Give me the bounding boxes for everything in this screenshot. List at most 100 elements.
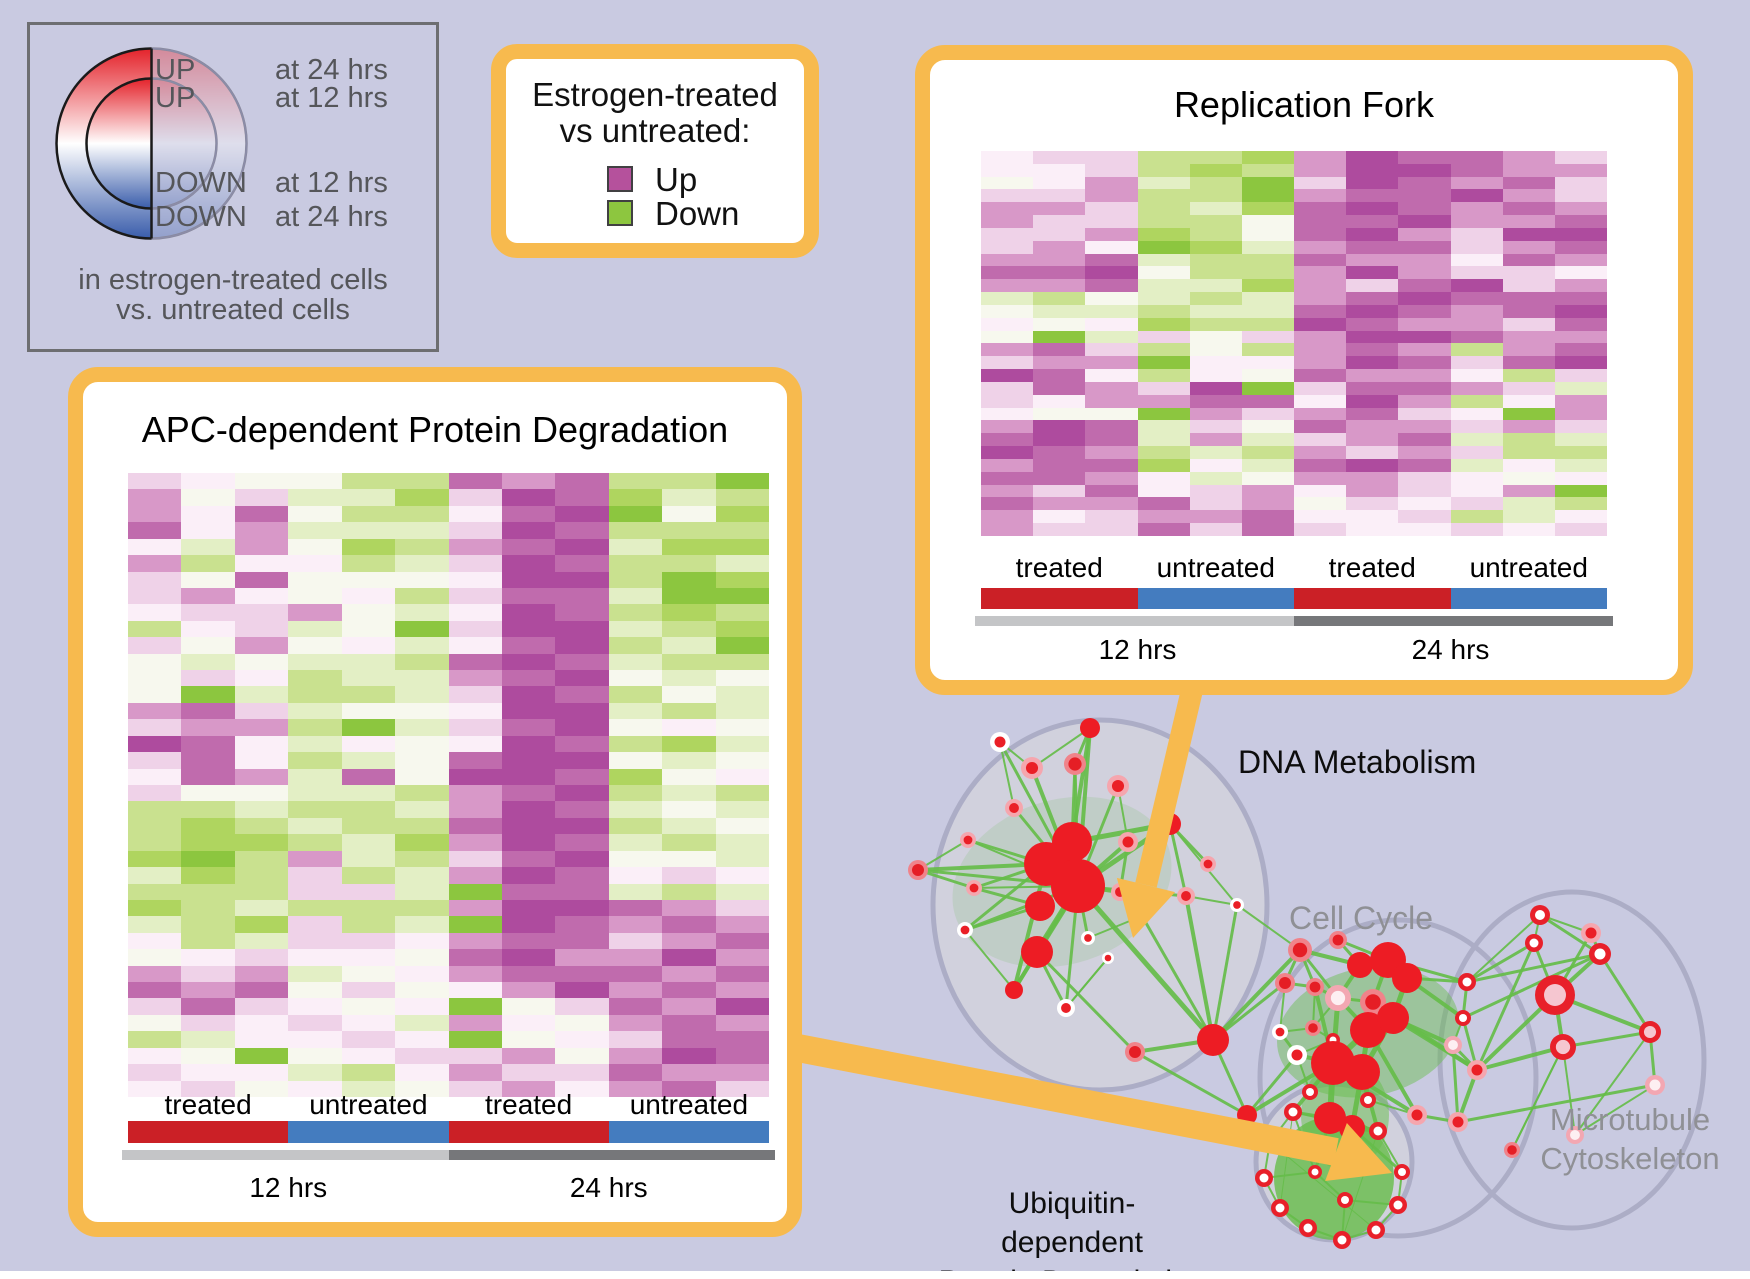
heatmap-cell	[1450, 266, 1503, 280]
heatmap-cell	[1398, 330, 1451, 344]
heatmap-cell	[1346, 304, 1399, 318]
cluster-ellipse	[1437, 889, 1707, 1231]
heatmap-cell	[1554, 215, 1607, 228]
network-node-core	[1111, 779, 1125, 793]
heatmap-cell	[555, 982, 609, 999]
heatmap-cell	[395, 1047, 449, 1065]
network-node-core	[1292, 942, 1308, 958]
heatmap-cell	[1137, 458, 1190, 472]
heatmap-cell	[1294, 317, 1347, 331]
heatmap-cell	[1241, 292, 1294, 305]
heatmap-cell	[1294, 523, 1347, 536]
heatmap-cell	[501, 670, 556, 687]
heatmap-cell	[1502, 523, 1555, 536]
heatmap-cell	[1241, 253, 1294, 267]
heatmap-cell	[1346, 151, 1399, 164]
heatmap-cell	[395, 965, 449, 983]
heatmap-cell	[715, 637, 769, 654]
apc-condition-labels: treated untreated treated untreated	[128, 1090, 769, 1120]
heatmap-cell	[288, 1031, 342, 1048]
heatmap-cell	[501, 1064, 556, 1081]
heatmap-cell	[341, 982, 396, 999]
heatmap-cell	[1398, 497, 1451, 511]
apc-title: APC-dependent Protein Degradation	[141, 409, 729, 450]
heatmap-cell	[448, 801, 502, 818]
network-node-core	[1181, 891, 1191, 901]
heatmap-cell	[1137, 369, 1190, 382]
heatmap-cell	[608, 604, 663, 621]
legend-at-12: at 12 hrs	[275, 82, 388, 114]
network-node	[1344, 1054, 1380, 1090]
network-node-core	[1364, 1096, 1372, 1104]
heatmap-cell	[234, 587, 289, 605]
heatmap-cell	[448, 982, 502, 999]
heatmap-cell	[1085, 471, 1138, 485]
heatmap-cell	[1502, 394, 1555, 408]
heatmap-cell	[1294, 381, 1347, 395]
heatmap-cell	[288, 916, 342, 933]
network-node	[1197, 1024, 1229, 1056]
heatmap-cell	[1398, 189, 1451, 203]
condition-bar-segment	[981, 588, 1138, 609]
heatmap-cell	[1398, 420, 1451, 434]
heatmap-cell	[288, 867, 342, 884]
heatmap-cell	[555, 555, 609, 572]
heatmap-cell	[1294, 266, 1347, 280]
heatmap-cell	[981, 176, 1034, 190]
heatmap-cell	[288, 670, 342, 687]
heatmap-cell	[1189, 369, 1242, 382]
condition-label: treated	[1015, 552, 1103, 583]
network-node-core	[1341, 1196, 1349, 1204]
heatmap-cell	[608, 489, 663, 506]
heatmap-cell	[1189, 266, 1242, 280]
legend-at-24: at 24 hrs	[275, 54, 388, 86]
heatmap-cell	[981, 304, 1034, 318]
heatmap-cell	[288, 538, 342, 556]
heatmap-cell	[715, 538, 769, 556]
heatmap-cell	[181, 998, 235, 1015]
heatmap-cell	[981, 407, 1034, 421]
network-node-core	[1308, 1023, 1318, 1033]
heatmap-cell	[448, 883, 502, 900]
heatmap-cell	[448, 834, 502, 851]
network-node	[1347, 952, 1373, 978]
heatmap-cell	[181, 932, 235, 950]
heatmap-cell	[288, 785, 342, 802]
heatmap-cell	[448, 637, 502, 654]
heatmap-cell	[1241, 497, 1294, 511]
heatmap-cell	[1137, 381, 1190, 395]
heatmap-cell	[981, 394, 1034, 408]
heatmap-cell	[715, 899, 769, 917]
legend-down-12: DOWN	[155, 167, 247, 199]
heatmap-cell	[981, 458, 1034, 472]
heatmap-cell	[181, 949, 235, 966]
heatmap-cell	[608, 1064, 663, 1081]
heatmap-cell	[1137, 343, 1190, 357]
heatmap-cell	[234, 1014, 289, 1032]
heatmap-cell	[501, 653, 556, 671]
network-edge	[1598, 953, 1652, 1033]
network-edge	[1035, 950, 1137, 1054]
heatmap-cell	[1502, 471, 1555, 485]
time-bar-segment	[975, 616, 1294, 626]
heatmap-cell	[1398, 253, 1451, 267]
heatmap-cell	[1502, 356, 1555, 370]
heatmap-cell	[128, 604, 182, 621]
heatmap-cell	[181, 719, 235, 736]
heatmap-cell	[555, 850, 609, 868]
heatmap-cell	[501, 982, 556, 999]
heatmap-cell	[288, 949, 342, 966]
heatmap-cell	[555, 702, 609, 720]
network-node-core	[1337, 1235, 1347, 1245]
heatmap-cell	[1085, 240, 1138, 254]
heatmap-cell	[1398, 369, 1451, 382]
heatmap-cell	[448, 538, 502, 556]
heatmap-cell	[1241, 433, 1294, 447]
heatmap-cell	[128, 834, 182, 851]
heatmap-cell	[1450, 330, 1503, 344]
time-label: 24 hrs	[1411, 634, 1490, 665]
apc-panel: APC-dependent Protein Degradation treate…	[68, 367, 802, 1237]
heatmap-cell	[981, 369, 1034, 382]
rf-condition-bar	[981, 588, 1607, 609]
heatmap-cell	[128, 1031, 182, 1048]
